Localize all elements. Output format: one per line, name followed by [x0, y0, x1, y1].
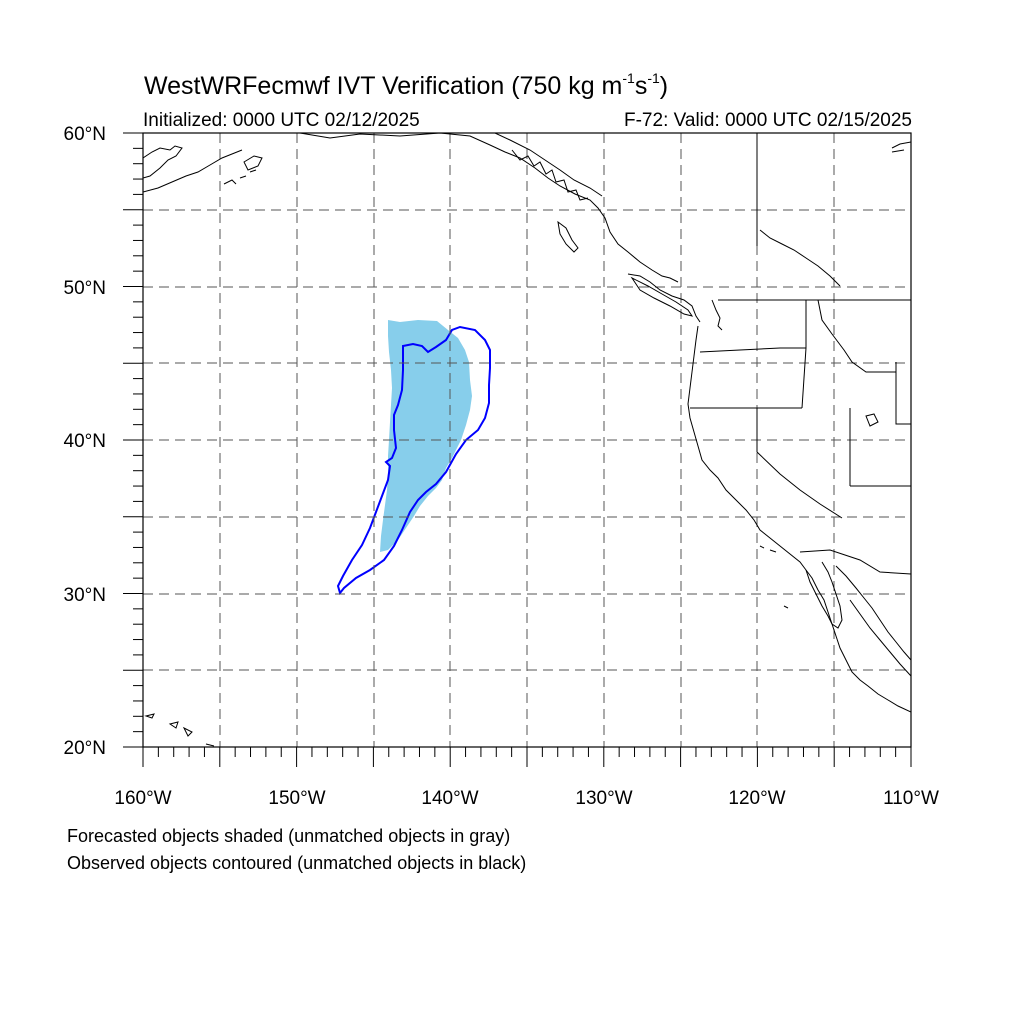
alaska-coast — [143, 145, 183, 179]
lon-label-140w: 140°W — [421, 788, 478, 809]
idaho-border — [801, 300, 807, 409]
washington-oregon-border — [699, 347, 806, 353]
bc-coast — [627, 273, 701, 323]
forecast-note: Forecasted objects shaded (unmatched obj… — [67, 826, 511, 846]
alaska-peninsula — [143, 149, 243, 193]
canada-interior-lake — [759, 229, 841, 287]
gulf-of-california-east — [835, 565, 911, 661]
channel-islands — [759, 545, 789, 609]
axis-ticks — [123, 132, 912, 767]
lat-label-50n: 50°N — [64, 278, 106, 299]
idaho-montana-border — [817, 299, 896, 373]
lat-label-20n: 20°N — [64, 738, 106, 759]
great-salt-lake — [865, 413, 879, 427]
wyoming-border — [895, 362, 911, 425]
lon-label-110w: 110°W — [883, 788, 939, 809]
lat-label-30n: 30°N — [64, 585, 106, 606]
hawaii-islands — [144, 713, 215, 747]
observed-ivt-contour — [336, 325, 491, 596]
lat-label-60n: 60°N — [64, 124, 106, 145]
lat-label-40n: 40°N — [64, 431, 106, 452]
kodiak-island — [243, 155, 263, 171]
lon-labels: 160°W 150°W 140°W 130°W 120°W 110°W — [114, 788, 939, 809]
map-title: WestWRFecmwf IVT Verification (750 kg m-… — [144, 70, 669, 100]
hudson-bay-fragment — [891, 141, 911, 153]
gulf-of-alaska-coast — [299, 133, 679, 283]
lon-label-120w: 120°W — [728, 788, 785, 809]
lon-label-160w: 160°W — [114, 788, 171, 809]
lon-label-130w: 130°W — [575, 788, 632, 809]
lat-labels: 60°N 50°N 40°N 30°N 20°N — [64, 124, 106, 759]
alaska-border — [494, 133, 603, 197]
map-gridlines — [143, 133, 911, 747]
west-coast-us — [687, 325, 911, 713]
initialized-label: Initialized: 0000 UTC 02/12/2025 — [143, 110, 420, 131]
puget-sound — [711, 299, 723, 331]
us-mexico-border — [799, 549, 911, 575]
valid-time-label: F-72: Valid: 0000 UTC 02/15/2025 — [624, 110, 912, 131]
baja-peninsula — [805, 561, 843, 629]
aleutian-islands — [223, 169, 257, 185]
mainland-mexico-coast — [849, 599, 911, 677]
haida-gwaii — [557, 220, 579, 253]
california-nevada-border — [756, 408, 843, 519]
lon-label-150w: 150°W — [268, 788, 325, 809]
southeast-alaska-inlets — [511, 149, 589, 201]
observed-note: Observed objects contoured (unmatched ob… — [67, 853, 527, 873]
vancouver-island — [630, 276, 694, 317]
coastlines — [143, 133, 911, 747]
